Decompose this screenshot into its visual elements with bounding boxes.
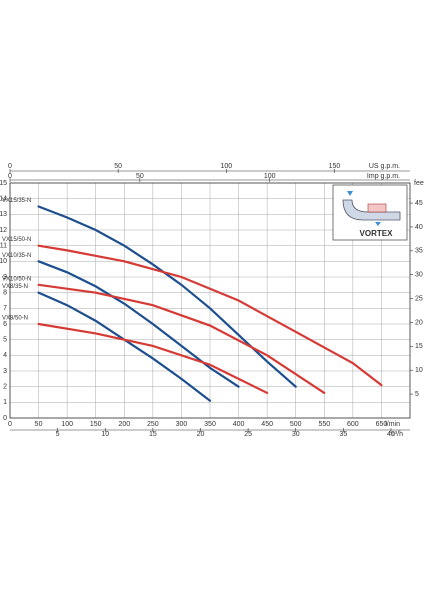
y-tick-label: 1 <box>3 399 7 406</box>
y2-tick-label: 45 <box>415 200 423 207</box>
x-tick-label: 300 <box>176 421 188 428</box>
x2-axis-tick-label: 10 <box>101 431 109 438</box>
y-tick-label: 5 <box>3 337 7 344</box>
x-axis-label: l/min <box>385 421 400 428</box>
y-tick-label: 14 <box>0 196 7 203</box>
series-label: VX8/50-N <box>2 316 28 322</box>
x2-axis-tick-label: 20 <box>197 431 205 438</box>
x2-axis-tick-label: 30 <box>292 431 300 438</box>
inset-arrows <box>347 191 381 226</box>
top-axis-tick-label: 150 <box>329 163 341 170</box>
y-tick-label: 6 <box>3 321 7 328</box>
series-label: VX15/50-N <box>2 237 31 243</box>
y2-axis-label: feet <box>414 180 424 187</box>
y-tick-label: 15 <box>0 180 7 187</box>
curve <box>37 322 269 395</box>
curve <box>37 244 383 387</box>
plot-frame <box>9 182 411 419</box>
x-tick-label: 600 <box>347 421 359 428</box>
inset-label: VORTEX <box>360 229 394 238</box>
vortex-inset: VORTEX <box>332 184 408 241</box>
y2-tick-label: 35 <box>415 248 423 255</box>
x-tick-label: 350 <box>204 421 216 428</box>
x-tick-label: 500 <box>290 421 302 428</box>
top-axis-tick-label: 0 <box>8 163 12 170</box>
x2-axis-tick-label: 5 <box>56 431 60 438</box>
x2-axis-tick-label: 40 <box>387 431 395 438</box>
y-tick-label: 9 <box>3 274 7 281</box>
top-axis-tick-label: 50 <box>114 163 122 170</box>
x-tick-label: 0 <box>8 421 12 428</box>
curve <box>37 283 326 395</box>
inset-volute <box>342 199 401 221</box>
curve <box>37 205 297 388</box>
y-tick-label: 3 <box>3 368 7 375</box>
y-tick-label: 12 <box>0 227 7 234</box>
x-tick-label: 550 <box>318 421 330 428</box>
y2-tick-label: 10 <box>415 367 423 374</box>
x-tick-label: 200 <box>118 421 130 428</box>
y2-tick-label: 30 <box>415 272 423 279</box>
x-tick-label: 400 <box>233 421 245 428</box>
y-tick-label: 13 <box>0 211 7 218</box>
top2-axis-tick-label: 100 <box>264 173 276 180</box>
y-tick-label: 8 <box>3 290 7 297</box>
y-tick-label: 11 <box>0 243 7 250</box>
x-tick-label: 250 <box>147 421 159 428</box>
inset-impeller <box>367 203 387 213</box>
y-tick-label: 0 <box>3 415 7 422</box>
top-axis-label: US g.p.m. <box>369 163 400 170</box>
top2-axis-tick-label: 0 <box>8 173 12 180</box>
x2-axis-tick-label: 35 <box>339 431 347 438</box>
top-axis-tick-label: 100 <box>220 163 232 170</box>
series-label: VX10/50-N <box>2 276 31 282</box>
top2-axis-tick-label: 50 <box>136 173 144 180</box>
x2-axis-tick-label: 25 <box>244 431 252 438</box>
x2-axis-tick-label: 15 <box>149 431 157 438</box>
y-tick-label: 7 <box>3 305 7 312</box>
y-tick-label: 4 <box>3 352 7 359</box>
y2-tick-label: 5 <box>415 391 419 398</box>
y-tick-label: 10 <box>0 258 7 265</box>
series-label: VX15/35-N <box>2 198 31 204</box>
x-tick-label: 50 <box>35 421 43 428</box>
y2-tick-label: 20 <box>415 319 423 326</box>
x-tick-label: 100 <box>61 421 73 428</box>
x-tick-label: 650 <box>376 421 388 428</box>
y2-tick-label: 25 <box>415 295 423 302</box>
x2-axis-label: m³/h <box>389 431 403 438</box>
series-label: VX8/35-N <box>2 284 28 290</box>
series-label: VX10/35-N <box>2 253 31 259</box>
y2-tick-label: 15 <box>415 343 423 350</box>
x-tick-label: 150 <box>90 421 102 428</box>
y-tick-label: 2 <box>3 384 7 391</box>
y2-tick-label: 40 <box>415 224 423 231</box>
x-tick-label: 450 <box>261 421 273 428</box>
top2-axis-label: Imp g.p.m. <box>367 173 400 180</box>
